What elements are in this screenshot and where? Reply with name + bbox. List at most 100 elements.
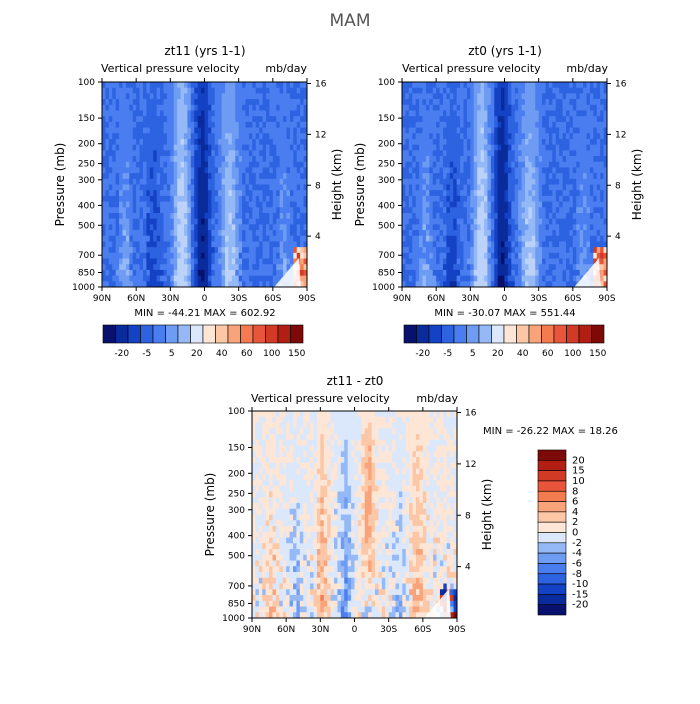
heat-cell [464,110,468,116]
heat-cell [587,230,591,236]
heat-cell [259,190,263,196]
heat-cell [296,492,300,498]
heat-cell [273,202,277,208]
heat-cell [208,145,212,151]
heat-cell [583,88,587,94]
heat-cell [556,99,560,105]
heat-cell [136,196,140,202]
heat-cell [187,99,191,105]
heat-cell [228,116,232,122]
heat-cell [105,167,109,173]
heat-cell [477,133,481,139]
heat-cell [405,167,409,173]
heat-cell [283,434,287,440]
heat-cell [263,253,267,259]
heat-cell [157,162,161,168]
heat-cell [416,281,420,287]
heat-cell [412,128,416,134]
heat-cell [546,230,550,236]
heat-cell [273,241,277,247]
heat-cell [518,162,522,168]
heat-cell [133,236,137,242]
heat-cell [119,116,123,122]
heat-cell [566,99,570,105]
heat-cell [279,601,283,607]
heat-cell [487,116,491,122]
heat-cell [587,207,591,213]
heat-cell [259,207,263,213]
heat-cell [146,236,150,242]
heat-cell [552,82,556,88]
heat-cell [279,526,283,532]
heat-cell [170,276,174,282]
heat-cell [167,202,171,208]
heat-cell [405,213,409,219]
heat-cell [235,150,239,156]
heat-cell [140,133,144,139]
heat-cell [296,612,300,618]
heat-cell [116,253,120,259]
heat-cell [276,497,280,503]
heat-cell [194,270,198,276]
heat-cell [256,281,260,287]
heat-cell [467,219,471,225]
heat-cell [597,93,601,99]
heat-cell [174,264,178,270]
heat-cell [535,196,539,202]
heat-cell [556,185,560,191]
heat-cell [525,264,529,270]
heat-cell [515,202,519,208]
heat-cell [208,185,212,191]
heat-cell [276,128,280,134]
heat-cell [412,219,416,225]
heat-cell [446,105,450,111]
heat-cell [405,156,409,162]
heat-cell [405,259,409,265]
heat-cell [508,122,512,128]
heat-cell [239,253,243,259]
heat-cell [590,253,594,259]
heat-cell [494,110,498,116]
heat-cell [467,145,471,151]
heat-cell [143,116,147,122]
heat-cell [440,236,444,242]
heat-cell [287,133,291,139]
heat-cell [501,139,505,145]
heat-cell [256,241,260,247]
heat-cell [235,190,239,196]
heat-cell [286,555,290,561]
heat-cell [283,88,287,94]
heat-cell [119,202,123,208]
heat-cell [232,133,236,139]
heat-cell [109,259,113,265]
heat-cell [181,156,185,162]
colorbar-label: 5 [169,349,175,359]
heat-cell [477,185,481,191]
heat-cell [498,179,502,185]
heat-cell [126,139,130,145]
heat-cell [518,236,522,242]
heat-cell [539,196,543,202]
panel-diff: zt11 - zt0 Vertical pressure velocity mb… [203,374,618,635]
heat-cell [191,156,195,162]
heat-cell [194,116,198,122]
heat-cell [246,185,250,191]
heat-cell [235,105,239,111]
heat-cell [280,196,284,202]
heat-cell [276,417,280,423]
heat-cell [273,207,277,213]
heat-cell [225,259,229,265]
heat-cell [580,259,584,265]
heat-cell [297,122,301,128]
heat-cell [187,128,191,134]
heat-cell [201,230,205,236]
heat-cell [262,469,266,475]
heat-cell [259,446,263,452]
heat-cell [232,116,236,122]
heat-cell [494,185,498,191]
heat-cell [246,93,250,99]
heat-cell [191,145,195,151]
heat-cell [433,190,437,196]
heat-cell [167,99,171,105]
y-tick-label: 100 [378,78,395,88]
